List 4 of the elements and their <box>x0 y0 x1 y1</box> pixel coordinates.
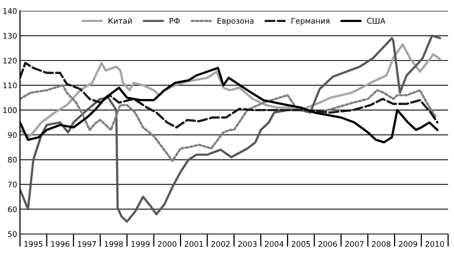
line-series <box>20 84 438 162</box>
line-series <box>20 43 442 138</box>
line-series <box>20 34 442 223</box>
line-series <box>20 62 439 129</box>
